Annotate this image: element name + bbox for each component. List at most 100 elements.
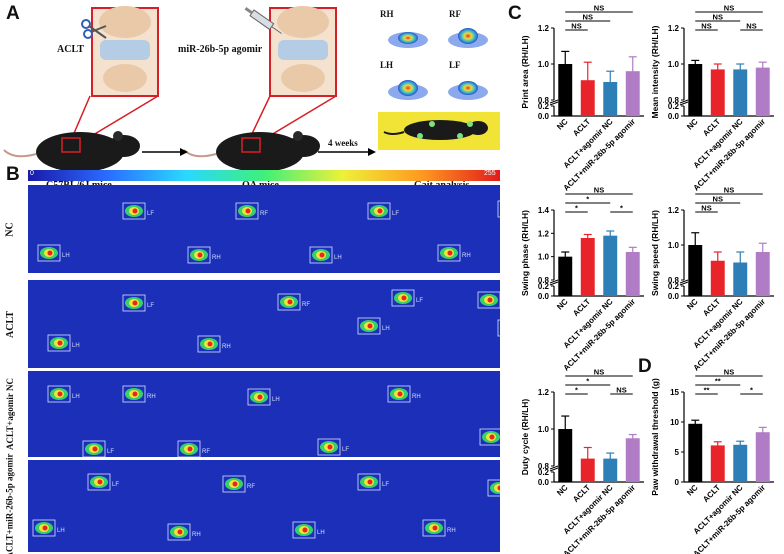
footprint-core	[187, 446, 193, 452]
footprint-core	[57, 391, 63, 397]
footprint-core	[57, 340, 63, 346]
y-axis-label: Duty cycle (RH/LH)	[520, 399, 530, 476]
gait-pressure-maps	[378, 8, 498, 110]
footprint: LF	[87, 473, 119, 491]
bar	[755, 67, 770, 116]
bar	[688, 245, 703, 296]
footprint-tag: RH	[192, 532, 201, 538]
footprint-core	[401, 295, 407, 301]
footprint-core	[132, 300, 138, 306]
y-tick-label: 0.2	[538, 102, 550, 111]
scissors-icon	[81, 19, 107, 39]
colorbar	[28, 170, 500, 181]
significance-label: **	[704, 386, 710, 395]
footprint-tag: LF	[147, 211, 154, 217]
bar	[625, 438, 640, 482]
footprint-box	[247, 388, 271, 406]
footprint-box	[357, 473, 381, 491]
x-tick-label: NC	[555, 483, 570, 498]
bar	[625, 252, 640, 296]
footprint-tag: RF	[247, 484, 255, 490]
significance-label: NS	[724, 4, 734, 13]
heatmap-row-label: NC	[0, 185, 20, 273]
footprint-box	[122, 202, 146, 220]
significance-label: *	[620, 204, 623, 213]
y-tick-label: 1.4	[538, 206, 550, 215]
footprint-core	[447, 250, 453, 256]
y-tick-label: 1.2	[538, 24, 550, 33]
y-tick-label: 1.2	[668, 24, 680, 33]
heatmap-row-label-text: ACLT+agomir NC	[5, 378, 16, 450]
footprint-tag: RF	[260, 211, 268, 217]
y-tick-label: 1.2	[538, 388, 550, 397]
footprint-tag: LH	[72, 394, 80, 400]
footprint-tag: LH	[62, 253, 70, 259]
bar	[558, 64, 573, 116]
heatmap-row-label-text: ACLT+miR-26b-5p agomir	[5, 453, 15, 554]
footprint-tag: RH	[222, 344, 231, 350]
significance-label: NS	[594, 368, 604, 377]
footprint-tag: LF	[107, 449, 114, 455]
bar	[688, 423, 703, 482]
y-tick-label: 1.0	[538, 60, 550, 69]
axis-break-mark	[549, 465, 559, 470]
footprint-tag: LF	[342, 447, 349, 453]
footprint: LF	[122, 202, 154, 220]
footprint: LH	[247, 388, 280, 406]
footprint-tag: LF	[392, 211, 399, 217]
footprint-tag: RH	[447, 528, 456, 534]
footprint-core	[327, 444, 333, 450]
y-tick-label: 15	[670, 388, 679, 397]
footprint-box	[422, 519, 446, 537]
footprint-box	[277, 293, 301, 311]
heatmap-background	[28, 280, 500, 368]
heatmap-row-label-text: NC	[4, 221, 16, 237]
y-axis-label: Mean intensity (RH/LH)	[650, 25, 660, 118]
y-tick-label: 0.0	[538, 292, 550, 301]
footprint-tag: LH	[334, 255, 342, 261]
bar	[710, 445, 725, 482]
footprint-box	[37, 244, 61, 262]
y-tick-label: 0.2	[538, 468, 550, 477]
y-axis-label: Paw withdrawal threshold (g)	[650, 378, 660, 496]
heatmap-row: LH LF RH RF LH LF RH RF	[28, 460, 500, 552]
footprint-box	[357, 317, 381, 335]
aclt-label: ACLT	[57, 44, 84, 55]
y-tick-label: 0.8	[538, 276, 550, 285]
footprint: LF	[82, 440, 114, 457]
footprint-core	[487, 297, 493, 303]
bar	[733, 69, 748, 116]
panel-c-label: C	[508, 3, 522, 24]
footprint-box	[387, 385, 411, 403]
significance-label: NS	[583, 13, 593, 22]
footprint-box	[437, 244, 461, 262]
footprint: RH	[422, 519, 456, 537]
footprint: LF	[391, 289, 423, 307]
mouse-icon-2	[183, 131, 320, 172]
agomir-label: miR-26b-5p agomir	[178, 44, 263, 55]
panel-a-label: A	[6, 3, 20, 24]
footprint: LF	[317, 438, 349, 456]
footprint: RF	[277, 293, 310, 311]
footprint-box	[292, 521, 316, 539]
footprint-core	[177, 529, 183, 535]
footprint-box	[497, 200, 500, 218]
footprint-tag: LF	[416, 298, 423, 304]
footprint: RH	[167, 523, 201, 541]
footprint: RH	[187, 246, 221, 264]
x-tick-label: NC	[555, 117, 570, 132]
y-axis-label: Print area (RH/LH)	[520, 35, 530, 108]
y-tick-label: 1.0	[538, 253, 550, 262]
y-axis-label: Swing phase (RH/LH)	[520, 210, 530, 296]
footprint-tag: LH	[57, 528, 65, 534]
footprint-box	[317, 438, 341, 456]
footprint-core	[319, 252, 325, 258]
footprint-tag: RF	[202, 449, 210, 455]
significance-label: NS	[594, 186, 604, 195]
footprint: LH	[37, 244, 70, 262]
footprint-box	[222, 475, 246, 493]
axis-break-mark	[549, 467, 559, 472]
